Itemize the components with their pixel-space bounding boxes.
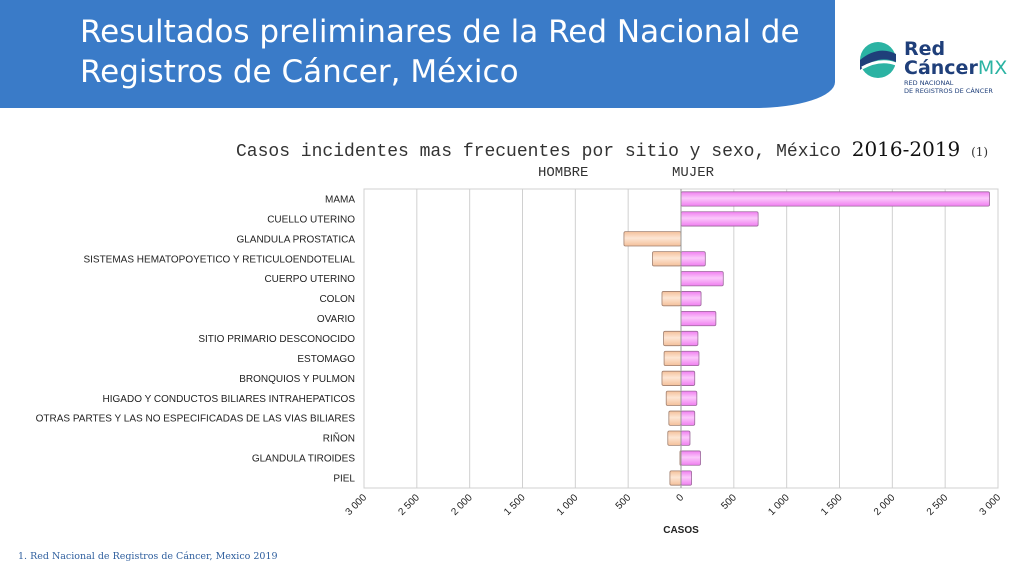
x-tick-label: 1 000: [766, 492, 792, 518]
bar-mujer: [680, 191, 990, 207]
bar-mujer: [680, 430, 691, 446]
category-label: CUELLO UTERINO: [267, 214, 355, 225]
x-tick-label: 1 000: [555, 492, 581, 518]
category-label: BRONQUIOS Y PULMON: [239, 374, 355, 385]
category-label: RIÑON: [323, 432, 355, 445]
x-tick-label: 3 000: [978, 492, 1004, 518]
bar-mujer: [680, 291, 702, 307]
x-tick-label: 2 500: [396, 492, 422, 518]
x-tick-label: 1 500: [819, 492, 845, 518]
slide-title: Resultados preliminares de la Red Nacion…: [80, 14, 800, 90]
category-label: SITIO PRIMARIO DESCONOCIDO: [198, 334, 355, 345]
bar-hombre: [668, 410, 682, 426]
legend-mujer: MUJER: [672, 165, 715, 181]
category-label: GLANDULA PROSTATICA: [236, 234, 355, 245]
x-tick-label: 500: [614, 492, 634, 512]
chart-title-years: 2016-2019: [851, 137, 961, 161]
chart-title-text: Casos incidentes mas frecuentes por siti…: [236, 142, 841, 162]
x-tick-label: 1 500: [502, 492, 528, 518]
category-label: HIGADO Y CONDUCTOS BILIARES INTRAHEPATIC…: [103, 394, 356, 405]
bar-hombre: [661, 291, 682, 307]
bar-mujer: [680, 310, 717, 327]
x-tick-label: 0: [674, 492, 686, 504]
bar-mujer: [680, 271, 724, 287]
red-cancer-mx-logo: Red CáncerMX RED NACIONAL DE REGISTROS D…: [858, 38, 1008, 98]
logo-subtitle-2: DE REGISTROS DE CÁNCER: [904, 87, 993, 95]
bar-mujer: [680, 251, 706, 267]
logo-word-mx: MX: [977, 57, 1008, 79]
bar-hombre: [661, 370, 682, 386]
bar-mujer: [680, 211, 759, 227]
category-label: OVARIO: [317, 314, 355, 325]
category-label: PIEL: [333, 474, 355, 485]
bar-mujer: [680, 390, 698, 406]
bar-hombre: [652, 251, 682, 267]
legend-hombre: HOMBRE: [538, 165, 589, 181]
bar-mujer: [680, 370, 696, 386]
logo-subtitle-1: RED NACIONAL: [904, 79, 954, 87]
logo-word-red: Red: [904, 38, 946, 60]
category-label: GLANDULA TIROIDES: [252, 454, 356, 465]
x-tick-label: 2 500: [925, 492, 951, 518]
category-label: OTRAS PARTES Y LAS NO ESPECIFICADAS DE L…: [36, 414, 356, 425]
bar-mujer: [680, 470, 692, 486]
category-label: COLON: [319, 294, 355, 305]
bar-hombre: [665, 390, 682, 406]
bar-hombre: [623, 231, 682, 247]
x-tick-label: 2 000: [449, 492, 475, 518]
bar-hombre: [667, 430, 682, 446]
bar-mujer: [680, 350, 700, 367]
bar-mujer: [680, 330, 699, 347]
category-label: SISTEMAS HEMATOPOYETICO Y RETICULOENDOTE…: [83, 254, 355, 265]
x-axis-label: CASOS: [663, 525, 699, 536]
footnote: 1. Red Nacional de Registros de Cáncer, …: [18, 551, 278, 562]
x-tick-label: 2 000: [872, 492, 898, 518]
category-label: MAMA: [325, 194, 355, 205]
category-label: CUERPO UTERINO: [264, 274, 355, 285]
category-label: ESTOMAGO: [297, 354, 355, 365]
logo-wordmark: Red CáncerMX: [904, 40, 1007, 78]
bar-hombre: [669, 470, 682, 486]
x-tick-label: 3 000: [344, 492, 370, 518]
chart-title: Casos incidentes mas frecuentes por siti…: [236, 137, 988, 162]
logo-word-cancer: Cáncer: [904, 57, 978, 79]
bar-hombre: [663, 330, 682, 347]
chart-title-ref: (1): [971, 145, 989, 159]
title-band: [0, 0, 835, 108]
logo-emblem-icon: [860, 42, 897, 78]
bar-mujer: [680, 410, 696, 426]
bar-mujer: [680, 450, 701, 466]
x-tick-label: 500: [719, 492, 739, 512]
bar-hombre: [663, 350, 682, 367]
